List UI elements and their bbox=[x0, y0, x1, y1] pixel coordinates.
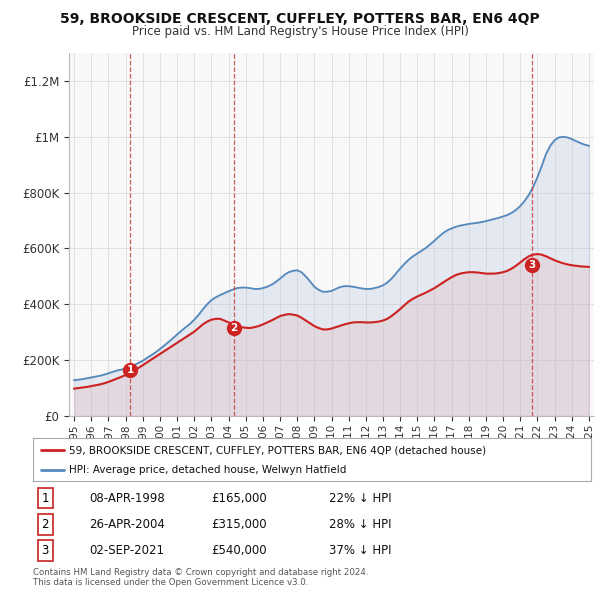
Text: £540,000: £540,000 bbox=[212, 544, 267, 557]
Text: £315,000: £315,000 bbox=[212, 518, 267, 531]
Text: 59, BROOKSIDE CRESCENT, CUFFLEY, POTTERS BAR, EN6 4QP (detached house): 59, BROOKSIDE CRESCENT, CUFFLEY, POTTERS… bbox=[69, 445, 487, 455]
Text: £165,000: £165,000 bbox=[212, 491, 268, 504]
Text: Price paid vs. HM Land Registry's House Price Index (HPI): Price paid vs. HM Land Registry's House … bbox=[131, 25, 469, 38]
Text: 26-APR-2004: 26-APR-2004 bbox=[89, 518, 164, 531]
Text: 22% ↓ HPI: 22% ↓ HPI bbox=[329, 491, 391, 504]
Text: 08-APR-1998: 08-APR-1998 bbox=[89, 491, 164, 504]
Text: HPI: Average price, detached house, Welwyn Hatfield: HPI: Average price, detached house, Welw… bbox=[69, 466, 347, 475]
Text: 3: 3 bbox=[528, 260, 535, 270]
Text: Contains HM Land Registry data © Crown copyright and database right 2024.
This d: Contains HM Land Registry data © Crown c… bbox=[33, 568, 368, 587]
Text: 1: 1 bbox=[127, 365, 134, 375]
Text: 2: 2 bbox=[41, 518, 49, 531]
Text: 1: 1 bbox=[41, 491, 49, 504]
Text: 2: 2 bbox=[230, 323, 238, 333]
Text: 3: 3 bbox=[41, 544, 49, 557]
Text: 02-SEP-2021: 02-SEP-2021 bbox=[89, 544, 164, 557]
Text: 37% ↓ HPI: 37% ↓ HPI bbox=[329, 544, 391, 557]
Text: 28% ↓ HPI: 28% ↓ HPI bbox=[329, 518, 391, 531]
Text: 59, BROOKSIDE CRESCENT, CUFFLEY, POTTERS BAR, EN6 4QP: 59, BROOKSIDE CRESCENT, CUFFLEY, POTTERS… bbox=[60, 12, 540, 26]
